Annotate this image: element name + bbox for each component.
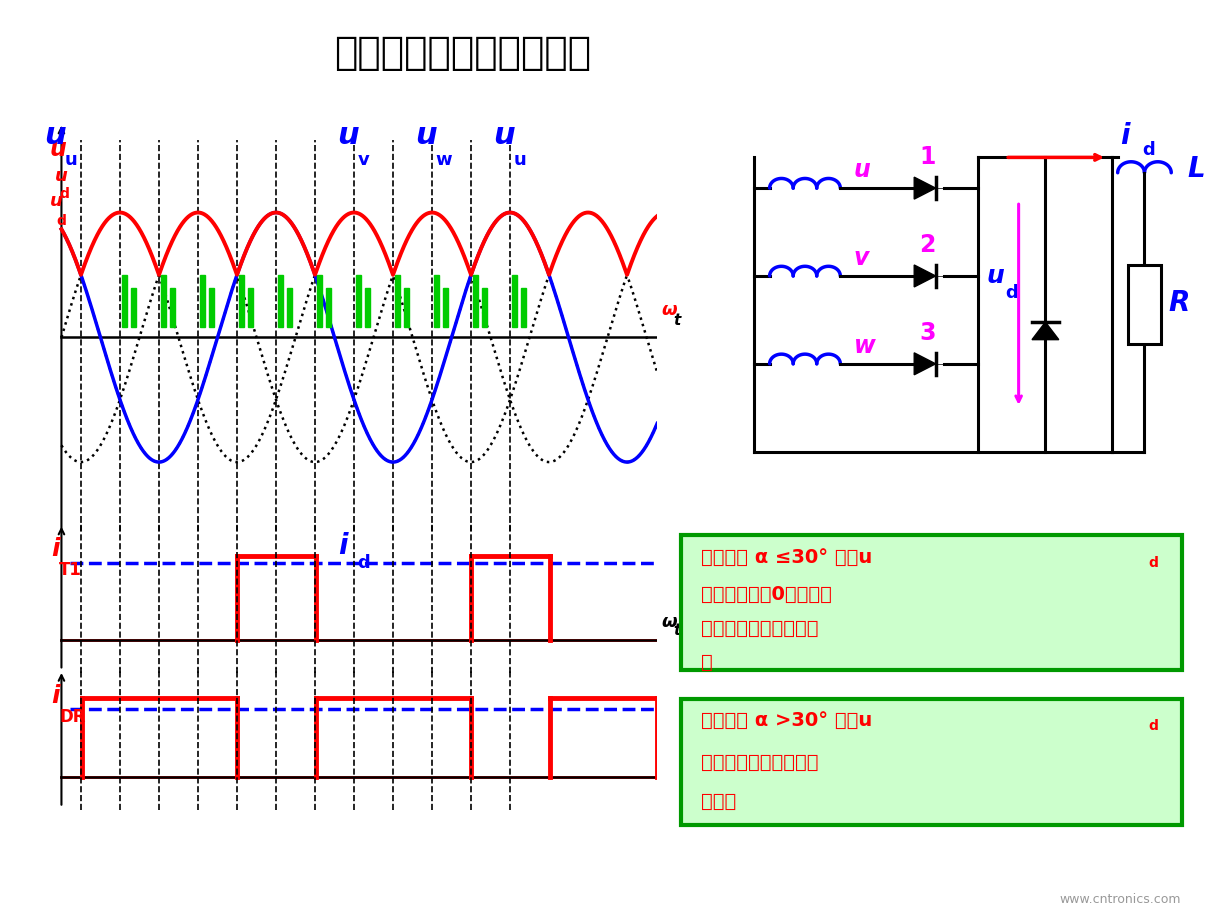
Bar (318, 274, 323, 328)
Bar (130, 288, 136, 328)
Bar (443, 288, 448, 328)
Text: DR: DR (60, 708, 86, 727)
Text: d: d (1149, 719, 1159, 733)
Bar (1128, 265, 1161, 344)
Bar (122, 274, 128, 328)
Text: 电感性负载加续流二极管: 电感性负载加续流二极管 (333, 34, 591, 71)
Text: u: u (415, 121, 437, 150)
Text: v: v (358, 151, 369, 169)
Text: v: v (853, 246, 869, 270)
Text: i: i (51, 684, 60, 708)
Bar (209, 288, 214, 328)
Text: u: u (853, 158, 870, 182)
Text: d: d (357, 554, 370, 572)
Text: L: L (1188, 156, 1205, 183)
Bar (521, 288, 526, 328)
FancyBboxPatch shape (680, 699, 1183, 825)
Polygon shape (914, 178, 936, 199)
Text: d: d (1142, 141, 1155, 159)
Text: 3: 3 (920, 320, 936, 345)
Text: i: i (338, 532, 348, 560)
Bar (287, 288, 292, 328)
Text: 流作用: 流作用 (701, 792, 736, 812)
Text: d: d (1149, 556, 1159, 570)
Text: w: w (436, 151, 452, 169)
FancyBboxPatch shape (680, 535, 1183, 670)
Bar (326, 288, 331, 328)
Text: u: u (45, 121, 66, 150)
Bar (240, 274, 245, 328)
Text: R: R (1168, 289, 1190, 318)
Bar (434, 274, 439, 328)
Bar (396, 274, 400, 328)
Bar (169, 288, 175, 328)
Polygon shape (914, 265, 936, 287)
Text: i: i (51, 537, 60, 561)
Text: www.cntronics.com: www.cntronics.com (1059, 893, 1180, 906)
Text: u: u (55, 167, 68, 186)
Text: ω: ω (661, 301, 677, 318)
Text: d: d (60, 187, 69, 200)
Bar (512, 274, 517, 328)
Text: i: i (1121, 123, 1129, 150)
Text: 2: 2 (920, 232, 936, 257)
Bar (357, 274, 361, 328)
Bar (482, 288, 487, 328)
Text: t: t (673, 623, 680, 638)
Text: u: u (987, 264, 1004, 287)
Text: ω: ω (661, 613, 677, 631)
Text: u: u (50, 137, 67, 161)
Text: d: d (1005, 284, 1017, 302)
Bar (473, 274, 478, 328)
Bar (404, 288, 409, 328)
Text: u: u (50, 192, 62, 210)
Text: t: t (673, 313, 680, 328)
Bar (161, 274, 167, 328)
Text: u: u (337, 121, 359, 150)
Text: 电阻负载 α ≤30° 时，u: 电阻负载 α ≤30° 时，u (701, 548, 873, 566)
Text: 电阻负载 α >30° 时，u: 电阻负载 α >30° 时，u (701, 711, 873, 730)
Text: u: u (514, 151, 526, 169)
Text: u: u (493, 121, 515, 150)
Text: 用: 用 (701, 652, 713, 672)
Polygon shape (1032, 322, 1059, 339)
Text: T1: T1 (60, 562, 83, 579)
Text: d: d (56, 214, 66, 228)
Text: 1: 1 (920, 145, 936, 169)
Bar (279, 274, 284, 328)
Text: w: w (853, 334, 875, 358)
Polygon shape (914, 353, 936, 375)
Bar (201, 274, 206, 328)
Text: 连续且均大于0，续流二: 连续且均大于0，续流二 (701, 585, 832, 604)
Text: 极管承受反压而不起作: 极管承受反压而不起作 (701, 619, 819, 638)
Bar (248, 288, 253, 328)
Text: u: u (65, 151, 78, 169)
Text: 断续，续流二极管起续: 断续，续流二极管起续 (701, 752, 819, 771)
Bar (365, 288, 370, 328)
